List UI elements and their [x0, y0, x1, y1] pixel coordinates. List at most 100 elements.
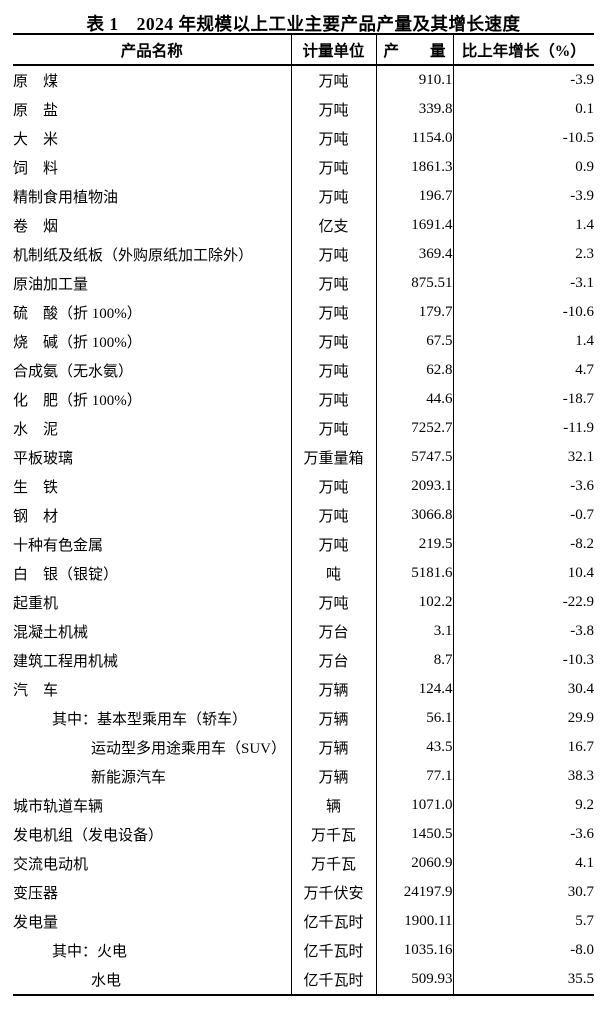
unit-cell: 万吨: [290, 153, 376, 182]
growth-cell: 0.1: [452, 95, 594, 124]
table-row: 十种有色金属 万吨 219.5 -8.2: [13, 530, 594, 559]
growth-cell: 9.2: [452, 791, 594, 820]
table-row: 大 米 万吨 1154.0 -10.5: [13, 124, 594, 153]
growth-cell: 4.1: [452, 849, 594, 878]
unit-cell: 亿千瓦时: [290, 965, 376, 995]
unit-cell: 万吨: [290, 327, 376, 356]
unit-cell: 万千瓦: [290, 849, 376, 878]
growth-cell: -8.0: [452, 936, 594, 965]
product-name-cell: 平板玻璃: [13, 451, 74, 467]
unit-cell: 万吨: [290, 269, 376, 298]
product-name-cell: 其中：火电: [52, 944, 128, 960]
output-cell: 67.5: [375, 327, 453, 356]
output-cell: 339.8: [375, 95, 453, 124]
product-name-cell: 卷 烟: [13, 219, 59, 235]
product-name-cell: 建筑工程用机械: [13, 654, 119, 670]
product-name-cell: 大 米: [13, 132, 59, 148]
output-cell: 875.51: [375, 269, 453, 298]
product-name-cell: 十种有色金属: [13, 538, 104, 554]
product-name-cell: 其中：基本型乘用车（轿车）: [52, 712, 248, 728]
col-header-product-name: 产品名称: [13, 34, 291, 66]
output-cell: 7252.7: [375, 414, 453, 443]
product-name-cell: 起重机: [13, 596, 59, 612]
output-cell: 62.8: [375, 356, 453, 385]
product-name-cell: 原油加工量: [13, 277, 89, 293]
output-cell: 8.7: [375, 646, 453, 675]
table-row: 发电机组（发电设备） 万千瓦 1450.5 -3.6: [13, 820, 594, 849]
output-cell: 44.6: [375, 385, 453, 414]
unit-cell: 亿千瓦时: [290, 907, 376, 936]
unit-cell: 万吨: [290, 298, 376, 327]
unit-cell: 万辆: [290, 733, 376, 762]
unit-cell: 万吨: [290, 385, 376, 414]
output-cell: 3.1: [375, 617, 453, 646]
product-name-cell: 水电: [91, 973, 122, 989]
col-header-output: 产 量: [375, 34, 453, 66]
table-row: 钢 材 万吨 3066.8 -0.7: [13, 501, 594, 530]
growth-cell: 2.3: [452, 240, 594, 269]
output-cell: 43.5: [375, 733, 453, 762]
growth-cell: 16.7: [452, 733, 594, 762]
unit-cell: 万吨: [290, 182, 376, 211]
output-cell: 369.4: [375, 240, 453, 269]
unit-cell: 万千伏安: [290, 878, 376, 907]
table-row: 饲 料 万吨 1861.3 0.9: [13, 153, 594, 182]
table-row: 交流电动机 万千瓦 2060.9 4.1: [13, 849, 594, 878]
unit-cell: 万辆: [290, 762, 376, 791]
product-name-cell: 新能源汽车: [91, 770, 167, 786]
output-cell: 219.5: [375, 530, 453, 559]
growth-cell: 5.7: [452, 907, 594, 936]
output-cell: 3066.8: [375, 501, 453, 530]
table-row: 卷 烟 亿支 1691.4 1.4: [13, 211, 594, 240]
table-row: 发电量 亿千瓦时 1900.11 5.7: [13, 907, 594, 936]
unit-cell: 万辆: [290, 675, 376, 704]
unit-cell: 万千瓦: [290, 820, 376, 849]
col-header-growth: 比上年增长（%）: [452, 34, 594, 66]
growth-cell: -3.8: [452, 617, 594, 646]
product-name-cell: 发电量: [13, 915, 59, 931]
product-name-cell: 运动型多用途乘用车（SUV）: [91, 741, 287, 757]
output-cell: 1154.0: [375, 124, 453, 153]
growth-cell: 0.9: [452, 153, 594, 182]
growth-cell: 1.4: [452, 327, 594, 356]
unit-cell: 万吨: [290, 356, 376, 385]
output-cell: 56.1: [375, 704, 453, 733]
product-name-cell: 汽 车: [13, 683, 59, 699]
output-cell: 179.7: [375, 298, 453, 327]
unit-cell: 万吨: [290, 65, 376, 95]
output-cell: 5747.5: [375, 443, 453, 472]
output-cell: 2093.1: [375, 472, 453, 501]
product-name-cell: 交流电动机: [13, 857, 89, 873]
table-row: 硫 酸（折 100%） 万吨 179.7 -10.6: [13, 298, 594, 327]
product-name-cell: 合成氨（无水氨）: [13, 364, 134, 380]
unit-cell: 万台: [290, 617, 376, 646]
output-cell: 1861.3: [375, 153, 453, 182]
table-row: 精制食用植物油 万吨 196.7 -3.9: [13, 182, 594, 211]
output-cell: 124.4: [375, 675, 453, 704]
output-cell: 1071.0: [375, 791, 453, 820]
unit-cell: 万吨: [290, 124, 376, 153]
unit-cell: 亿支: [290, 211, 376, 240]
product-name-cell: 饲 料: [13, 161, 59, 177]
growth-cell: 30.7: [452, 878, 594, 907]
table-row: 其中：基本型乘用车（轿车） 万辆 56.1 29.9: [13, 704, 594, 733]
table-row: 合成氨（无水氨） 万吨 62.8 4.7: [13, 356, 594, 385]
product-name-cell: 白 银（银锭）: [13, 567, 119, 583]
growth-cell: 10.4: [452, 559, 594, 588]
unit-cell: 亿千瓦时: [290, 936, 376, 965]
output-cell: 24197.9: [375, 878, 453, 907]
growth-cell: -3.9: [452, 65, 594, 95]
product-name-cell: 混凝土机械: [13, 625, 89, 641]
table-row: 化 肥（折 100%） 万吨 44.6 -18.7: [13, 385, 594, 414]
growth-cell: 30.4: [452, 675, 594, 704]
table-body: 原 煤万吨 910.1 -3.9 原 盐万吨 339.8 0.1 大 米万吨 1154.0 -1…: [13, 65, 594, 995]
growth-cell: -3.6: [452, 472, 594, 501]
growth-cell: 1.4: [452, 211, 594, 240]
output-cell: 77.1: [375, 762, 453, 791]
product-name-cell: 烧 碱（折 100%）: [13, 335, 142, 351]
output-cell: 5181.6: [375, 559, 453, 588]
unit-cell: 万辆: [290, 704, 376, 733]
unit-cell: 万台: [290, 646, 376, 675]
product-name-cell: 机制纸及纸板（外购原纸加工除外）: [13, 248, 254, 264]
product-name-cell: 精制食用植物油: [13, 190, 119, 206]
